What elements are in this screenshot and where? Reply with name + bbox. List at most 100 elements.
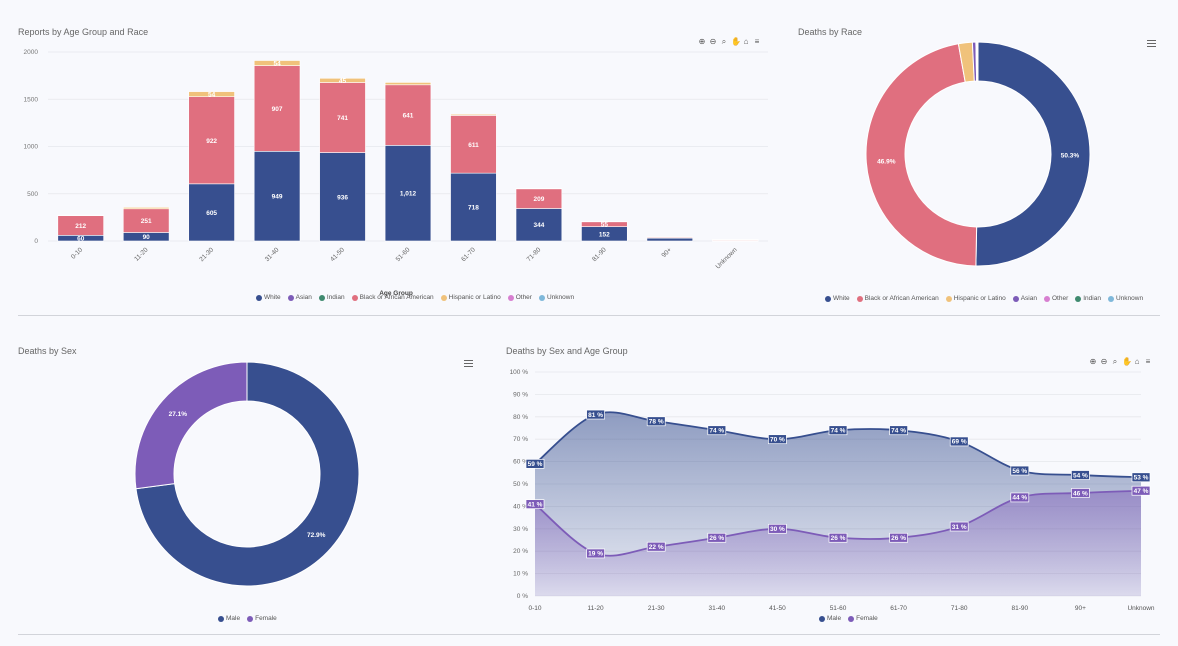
- slice-female: [134, 361, 248, 490]
- legend-item-male[interactable]: Male: [218, 615, 240, 622]
- data-label: 69 %: [952, 439, 967, 446]
- data-label: 19 %: [588, 551, 603, 558]
- legend-marker: [538, 294, 545, 301]
- chart-legend: Male Female: [819, 615, 878, 622]
- data-label: 26 %: [891, 535, 906, 542]
- data-label: 70 %: [770, 437, 785, 444]
- pan-hand-icon[interactable]: ✋: [731, 37, 741, 46]
- menu-icon[interactable]: [464, 360, 473, 367]
- legend-label: Hispanic or Latino: [953, 295, 1006, 302]
- data-label: 251: [141, 218, 152, 225]
- menu-icon[interactable]: [1147, 40, 1156, 47]
- x-tick-label: 61-70: [460, 246, 477, 263]
- chart-title-reports-by-age-race: Reports by Age Group and Race: [18, 27, 149, 37]
- data-label: 611: [468, 142, 479, 149]
- legend-marker: [218, 615, 224, 622]
- bar-hispanic-or-latino: [646, 236, 694, 238]
- bar-hispanic-or-latino: [515, 187, 563, 190]
- legend-item-unknown[interactable]: Unknown: [538, 294, 575, 301]
- legend-item-hispanic-or-latino[interactable]: Hispanic or Latino: [945, 295, 1006, 302]
- home-icon[interactable]: ⌂: [1134, 357, 1140, 366]
- x-tick-label: 21-30: [648, 605, 665, 612]
- data-label: 30 %: [770, 526, 785, 533]
- menu-icon[interactable]: ≡: [1145, 357, 1151, 366]
- legend-marker: [848, 615, 855, 622]
- y-tick-label: 2000: [24, 49, 39, 56]
- donut-chart-race: 50.3% 46.9%: [865, 41, 1091, 267]
- data-label: 1,012: [400, 191, 417, 198]
- legend-label: Unknown: [546, 294, 575, 301]
- legend-item-unknown[interactable]: Unknown: [1107, 295, 1143, 302]
- bar-black-or-african-american: [319, 82, 366, 153]
- chart-title-deaths-by-race: Deaths by Race: [798, 27, 863, 37]
- magnify-icon[interactable]: ⌕: [1112, 357, 1118, 366]
- legend-item-female[interactable]: Female: [848, 615, 878, 622]
- legend-label: White: [264, 294, 281, 301]
- y-tick-label: 80 %: [513, 414, 528, 421]
- bar-hispanic-or-latino: [57, 214, 104, 217]
- menu-icon[interactable]: ≡: [754, 37, 760, 46]
- chart-title-deaths-by-sex-age: Deaths by Sex and Age Group: [506, 346, 628, 356]
- legend-item-asian[interactable]: Asian: [1012, 295, 1037, 302]
- data-label-box: [949, 521, 969, 532]
- legend-label: Indian: [1083, 295, 1101, 302]
- slice-white: [975, 41, 1091, 267]
- data-label-box: [889, 532, 908, 543]
- data-label: 81 %: [588, 412, 603, 419]
- legend-marker: [256, 294, 262, 301]
- zoom-out-icon[interactable]: ⊖: [1100, 357, 1108, 366]
- legend-item-female[interactable]: Female: [247, 615, 277, 622]
- data-label: 907: [272, 106, 283, 113]
- legend-label: Indian: [326, 294, 345, 301]
- legend-item-black-or-african-american[interactable]: Black or African American: [351, 294, 434, 301]
- y-tick-label: 70 %: [513, 436, 528, 443]
- data-label: 56 %: [1012, 468, 1027, 475]
- data-label: 53 %: [1134, 475, 1149, 482]
- bar-hispanic-or-latino: [253, 60, 301, 66]
- legend-item-white[interactable]: White: [256, 294, 281, 301]
- data-label-box: [1131, 472, 1151, 483]
- y-tick-label: 10 %: [513, 571, 528, 578]
- x-tick-label: 41-50: [769, 605, 786, 612]
- legend-marker: [247, 615, 254, 622]
- data-label: 59 %: [528, 461, 543, 468]
- area-chart-sex-age: 0 % 10 % 20 % 30 % 40 % 50 % 60 % 70 % 80 % 90 % 1…: [510, 369, 1155, 612]
- legend-item-male[interactable]: Male: [819, 615, 841, 622]
- legend-item-asian[interactable]: Asian: [287, 294, 312, 301]
- data-label-box: [1131, 485, 1151, 496]
- chart-legend: Male Female: [218, 615, 277, 622]
- bar-white: [384, 145, 432, 242]
- legend-item-black-or-african-american[interactable]: Black or African American: [856, 295, 939, 302]
- data-label: 54: [208, 92, 216, 99]
- zoom-out-icon[interactable]: ⊖: [709, 37, 717, 46]
- legend-label: Black or African American: [359, 294, 434, 301]
- legend-item-other[interactable]: Other: [507, 294, 532, 301]
- home-icon[interactable]: ⌂: [743, 37, 749, 46]
- legend-item-indian[interactable]: Indian: [1075, 295, 1101, 302]
- data-label: 31 %: [952, 524, 967, 531]
- x-tick-label: 81-90: [1011, 605, 1028, 612]
- pan-hand-icon[interactable]: ✋: [1122, 357, 1132, 366]
- data-label: 74 %: [831, 428, 846, 435]
- bar-black-or-african-american: [384, 84, 432, 146]
- magnify-icon[interactable]: ⌕: [721, 37, 727, 46]
- data-label: 54: [273, 61, 281, 68]
- bar-black-or-african-american: [188, 96, 235, 185]
- legend-item-indian[interactable]: Indian: [318, 294, 345, 301]
- legend-item-white[interactable]: White: [825, 295, 850, 302]
- zoom-in-icon[interactable]: ⊕: [698, 37, 706, 46]
- legend-label: Female: [856, 615, 878, 622]
- data-label-box: [828, 532, 848, 543]
- slice-unknown: [976, 41, 979, 82]
- data-label: 209: [533, 196, 544, 203]
- x-tick-label: 71-80: [951, 605, 968, 612]
- data-label-box: [707, 532, 727, 543]
- y-tick-label: 50 %: [513, 481, 528, 488]
- data-label: 936: [337, 194, 348, 201]
- legend-item-other[interactable]: Other: [1043, 295, 1068, 302]
- chart-title-deaths-by-sex: Deaths by Sex: [18, 346, 77, 356]
- zoom-in-icon[interactable]: ⊕: [1089, 357, 1097, 366]
- legend-label: Black or African American: [864, 295, 939, 302]
- legend-item-hispanic-or-latino[interactable]: Hispanic or Latino: [440, 294, 501, 301]
- bar-hispanic-or-latino: [384, 82, 432, 86]
